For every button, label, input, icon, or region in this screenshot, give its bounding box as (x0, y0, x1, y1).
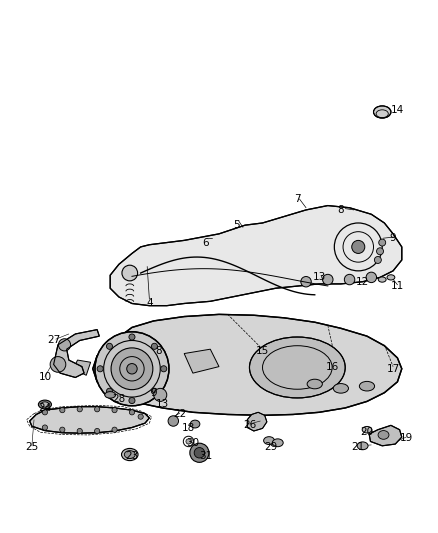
Circle shape (111, 348, 153, 390)
Polygon shape (93, 314, 402, 415)
Circle shape (77, 407, 82, 412)
Circle shape (301, 277, 311, 287)
Text: 21: 21 (352, 442, 365, 452)
Text: 23: 23 (125, 451, 138, 461)
Circle shape (138, 414, 143, 419)
Circle shape (374, 256, 381, 263)
Text: 19: 19 (399, 433, 413, 443)
Text: 17: 17 (386, 364, 400, 374)
Ellipse shape (124, 450, 135, 458)
Ellipse shape (41, 402, 49, 407)
Text: 14: 14 (391, 105, 404, 115)
Text: 26: 26 (243, 421, 256, 430)
Circle shape (50, 357, 66, 372)
Text: 13: 13 (156, 399, 169, 409)
Circle shape (42, 410, 47, 415)
Ellipse shape (105, 392, 116, 398)
Polygon shape (53, 329, 99, 377)
Ellipse shape (374, 106, 391, 118)
Ellipse shape (362, 426, 372, 433)
Text: 13: 13 (312, 272, 326, 282)
Text: 15: 15 (256, 346, 269, 357)
Circle shape (77, 429, 82, 434)
Ellipse shape (39, 400, 51, 409)
Ellipse shape (121, 448, 138, 461)
Circle shape (95, 332, 169, 406)
Circle shape (58, 339, 71, 351)
Circle shape (352, 240, 365, 254)
Ellipse shape (190, 420, 200, 428)
Circle shape (112, 427, 117, 432)
Text: 31: 31 (199, 451, 212, 461)
Text: 28: 28 (112, 394, 126, 404)
Text: 22: 22 (173, 409, 187, 419)
Circle shape (60, 427, 65, 432)
Ellipse shape (378, 277, 386, 282)
Circle shape (129, 410, 134, 415)
Circle shape (106, 343, 113, 349)
Circle shape (60, 408, 65, 413)
Polygon shape (110, 206, 402, 305)
Text: 12: 12 (356, 277, 369, 287)
Circle shape (112, 408, 117, 413)
Text: 4: 4 (146, 298, 153, 309)
Circle shape (168, 416, 179, 426)
Ellipse shape (307, 379, 322, 389)
Circle shape (377, 248, 384, 255)
Circle shape (122, 265, 138, 281)
Circle shape (95, 429, 100, 434)
Polygon shape (73, 360, 91, 375)
Circle shape (129, 398, 135, 403)
Circle shape (366, 272, 377, 282)
Text: 27: 27 (47, 335, 60, 345)
Ellipse shape (359, 382, 374, 391)
Circle shape (379, 239, 386, 246)
Circle shape (97, 366, 103, 372)
Ellipse shape (264, 437, 275, 445)
Circle shape (42, 425, 47, 430)
Circle shape (161, 366, 167, 372)
Polygon shape (247, 413, 267, 431)
Ellipse shape (378, 431, 389, 439)
Ellipse shape (272, 439, 283, 447)
Circle shape (129, 334, 135, 340)
Ellipse shape (333, 384, 349, 393)
Text: 6: 6 (203, 238, 209, 247)
Text: 11: 11 (391, 281, 404, 291)
Circle shape (194, 448, 205, 458)
Circle shape (106, 388, 113, 394)
Text: 20: 20 (360, 427, 374, 437)
Text: 18: 18 (182, 423, 195, 433)
Text: 25: 25 (25, 442, 39, 452)
Circle shape (190, 443, 209, 462)
Circle shape (127, 364, 137, 374)
Polygon shape (184, 349, 219, 373)
Text: 8: 8 (338, 205, 344, 215)
Text: 8: 8 (155, 346, 161, 357)
Polygon shape (369, 425, 402, 446)
Text: 9: 9 (150, 387, 157, 398)
Text: 29: 29 (265, 442, 278, 452)
Text: 9: 9 (390, 233, 396, 243)
Circle shape (322, 274, 333, 285)
Circle shape (152, 388, 158, 394)
Circle shape (344, 274, 355, 285)
Ellipse shape (387, 275, 395, 280)
Text: 30: 30 (186, 438, 199, 448)
Text: 10: 10 (39, 373, 52, 383)
Ellipse shape (357, 442, 368, 450)
Circle shape (152, 343, 158, 349)
Ellipse shape (250, 337, 345, 398)
Circle shape (186, 439, 191, 444)
Text: 24: 24 (38, 403, 52, 413)
Polygon shape (30, 407, 149, 433)
Circle shape (154, 389, 167, 401)
Text: 16: 16 (325, 361, 339, 372)
Text: 5: 5 (233, 220, 240, 230)
Circle shape (95, 407, 100, 412)
Text: 7: 7 (294, 194, 300, 204)
